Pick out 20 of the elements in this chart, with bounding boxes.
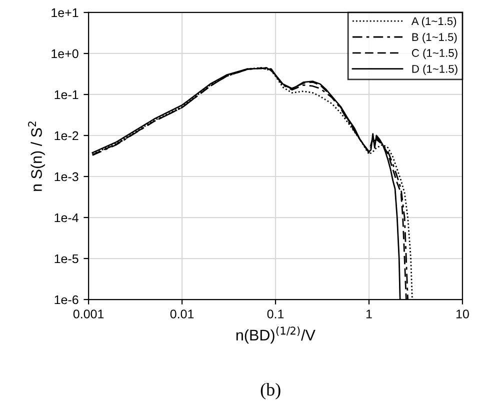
y-tick-label: 1e-2 [54,131,78,140]
x-tick-label: 0.01 [170,310,194,318]
legend-label: A (1~1.5) [411,16,456,28]
y-tick-label: 1e-1 [54,90,78,100]
y-tick-label: 1e+0 [52,49,78,58]
legend-label: C (1~1.5) [412,48,458,60]
y-tick-label: 1e-3 [54,172,78,182]
y-tick-label: 1e+1 [52,8,78,18]
x-tick-label: 0.1 [267,310,284,318]
y-tick-label: 1e-4 [54,213,78,222]
x-tick-label: 10 [456,310,469,318]
legend-label: B (1~1.5) [412,32,457,44]
text: (b) [260,382,280,400]
x-tick-label: 1 [366,310,372,318]
x-tick-label: 0.001 [73,310,104,318]
x-axis-title: n(BD)$^{(1/2)}$/V [236,326,316,344]
y-tick-label: 1e-5 [54,254,78,264]
legend-label: D (1~1.5) [412,64,458,76]
y-axis-title: n S(n) / S$^{2}$ [28,122,45,191]
y-tick-label: 1e-6 [54,295,78,304]
